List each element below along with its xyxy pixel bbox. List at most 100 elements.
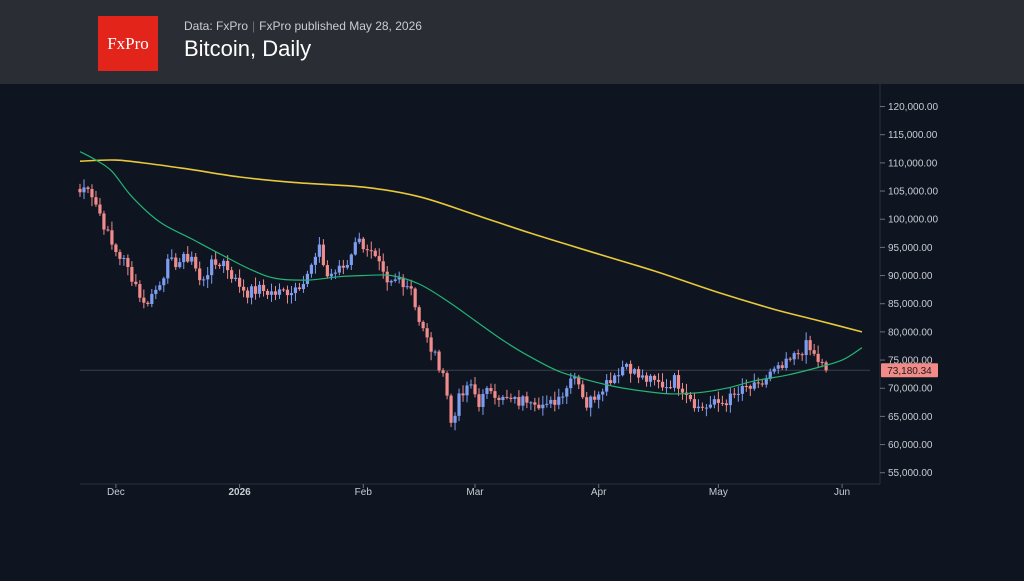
candle-body: [369, 250, 373, 252]
candle-body: [138, 284, 142, 298]
candle-body: [273, 291, 278, 295]
candle-body: [449, 395, 453, 423]
fxpro-logo[interactable]: FxPro: [98, 16, 158, 71]
candle: [533, 397, 537, 412]
candle-body: [198, 268, 202, 281]
chart-area[interactable]: 55,000.00 60,000.00 65,000.00 70,000.00 75,0…: [0, 84, 1024, 576]
candle-body: [389, 280, 393, 283]
candle: [541, 395, 545, 416]
candle: [796, 349, 800, 360]
last-price-label: 73,180.34: [887, 366, 932, 377]
candle: [198, 261, 202, 286]
candle-body: [158, 285, 162, 290]
y-tick-label: 65,000.00: [888, 412, 933, 423]
candle-body: [309, 264, 314, 274]
candle-body: [672, 375, 677, 388]
candle: [788, 356, 792, 362]
candle-body: [241, 286, 246, 291]
candle: [249, 284, 254, 305]
candle: [553, 391, 557, 412]
candle-body: [82, 187, 86, 193]
candle-body: [437, 351, 441, 371]
candle: [429, 332, 433, 361]
x-tick-label: Mar: [466, 487, 484, 498]
candle-body: [477, 394, 481, 407]
candle-body: [445, 373, 449, 396]
candle-body: [692, 399, 697, 409]
candle-body: [581, 384, 585, 398]
candle: [389, 279, 393, 286]
last-price-badge: [881, 363, 938, 378]
candle-body: [493, 391, 497, 398]
candle-body: [800, 354, 804, 356]
candle: [237, 269, 242, 293]
candle: [573, 372, 577, 385]
candle: [465, 381, 469, 403]
candle-body: [134, 281, 138, 285]
candle: [273, 286, 278, 301]
candle: [748, 384, 752, 397]
moving-averages: [79, 151, 863, 395]
source-line: Data: FxPro | FxPro published May 28, 2026: [184, 19, 422, 33]
candle: [417, 305, 421, 326]
candle-body: [505, 396, 509, 398]
candle-body: [465, 385, 469, 396]
candle: [94, 190, 98, 207]
candle-body: [704, 407, 709, 409]
candle: [505, 389, 509, 400]
candle: [425, 323, 429, 343]
candle: [178, 257, 182, 269]
candle-body: [545, 403, 549, 405]
candle-body: [804, 340, 808, 355]
candle: [405, 280, 409, 290]
x-tick-label: May: [709, 487, 728, 498]
candle-body: [142, 297, 146, 303]
candle: [509, 393, 513, 403]
candle: [648, 373, 653, 387]
candle: [569, 372, 573, 394]
candle-body: [234, 277, 238, 279]
candle-body: [605, 380, 609, 392]
candle-body: [333, 272, 337, 274]
candle-body: [441, 370, 445, 374]
candle: [337, 260, 341, 276]
candle: [537, 397, 541, 411]
candle-body: [808, 340, 812, 351]
candle-body: [433, 351, 437, 353]
candle-body: [680, 388, 685, 393]
candle: [640, 369, 645, 380]
candle: [118, 249, 122, 266]
candle: [756, 377, 760, 389]
candle-body: [413, 288, 417, 308]
candle: [445, 371, 449, 400]
y-tick-label: 75,000.00: [888, 356, 933, 367]
candle-body: [784, 358, 788, 368]
candle-body: [150, 293, 154, 305]
candle-body: [489, 388, 493, 392]
candle-body: [700, 406, 705, 408]
candle-body: [712, 399, 716, 405]
candle-body: [166, 258, 170, 279]
candle-body: [265, 290, 270, 295]
candle: [377, 248, 381, 271]
candle: [82, 179, 86, 200]
price-chart[interactable]: 55,000.00 60,000.00 65,000.00 70,000.00 75,0…: [0, 84, 1024, 576]
candle: [437, 349, 441, 373]
candle: [369, 241, 373, 259]
candle-body: [668, 387, 673, 389]
candle-body: [625, 363, 629, 367]
candle: [812, 344, 816, 357]
candle: [644, 372, 649, 387]
candle: [170, 249, 174, 261]
candle: [808, 335, 812, 356]
candle: [772, 366, 776, 375]
candle-body: [317, 244, 321, 257]
candle: [824, 360, 828, 373]
candle-body: [126, 257, 130, 268]
candle: [206, 267, 210, 288]
chart-title: Bitcoin, Daily: [184, 36, 312, 61]
candle: [680, 382, 685, 400]
candle: [293, 282, 298, 301]
candle-body: [509, 397, 513, 399]
candle: [130, 261, 134, 286]
